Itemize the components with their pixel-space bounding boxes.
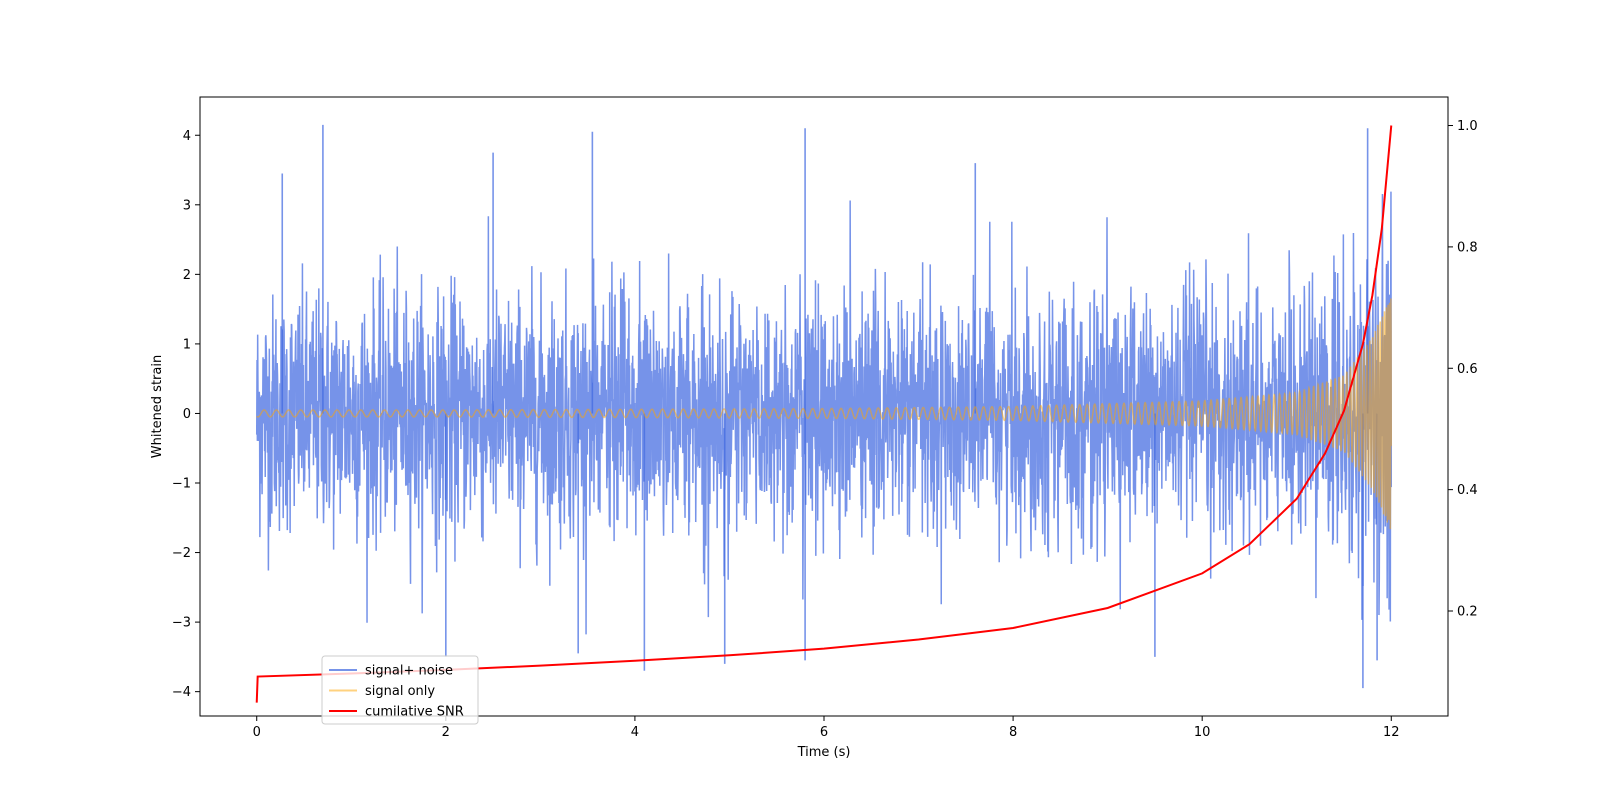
- y-tick-label: 0: [183, 407, 191, 422]
- legend-label: signal only: [365, 684, 435, 699]
- y-tick-label: 3: [183, 198, 191, 213]
- legend-item-cumulative-snr: cumilative SNR: [329, 705, 464, 720]
- y2-tick-label: 0.2: [1457, 605, 1478, 620]
- y-tick-label: −3: [172, 616, 191, 631]
- y2-tick-label: 0.4: [1457, 483, 1478, 498]
- y-tick-label: −4: [172, 685, 191, 700]
- legend: signal+ noise signal only cumilative SNR: [321, 655, 479, 725]
- legend-label: cumilative SNR: [365, 705, 464, 720]
- x-tick-label: 2: [442, 725, 450, 740]
- legend-item-signal-only: signal only: [329, 684, 435, 699]
- x-tick-label: 12: [1383, 725, 1400, 740]
- y-tick-label: 1: [183, 337, 191, 352]
- y-tick-label: 4: [183, 129, 191, 144]
- y-axis-label: Whitened strain: [150, 355, 165, 458]
- x-tick-label: 8: [1009, 725, 1017, 740]
- x-tick-label: 10: [1194, 725, 1211, 740]
- y-tick-label: −2: [172, 546, 191, 561]
- x-tick-label: 0: [253, 725, 261, 740]
- y2-tick-label: 0.6: [1457, 362, 1478, 377]
- x-tick-label: 4: [631, 725, 639, 740]
- x-tick-label: 6: [820, 725, 828, 740]
- y-tick-label: −1: [172, 477, 191, 492]
- series-signal-only-line: [256, 298, 1393, 530]
- legend-box: [321, 655, 479, 725]
- y2-tick-label: 0.8: [1457, 240, 1478, 255]
- plot-area: [255, 124, 1393, 703]
- series-signal-noise-line: [255, 191, 1393, 635]
- legend-item-signal-noise: signal+ noise: [329, 664, 453, 679]
- y-tick-label: 2: [183, 268, 191, 283]
- legend-label: signal+ noise: [365, 664, 453, 679]
- y2-tick-label: 1.0: [1457, 119, 1478, 134]
- x-axis-label: Time (s): [797, 745, 851, 760]
